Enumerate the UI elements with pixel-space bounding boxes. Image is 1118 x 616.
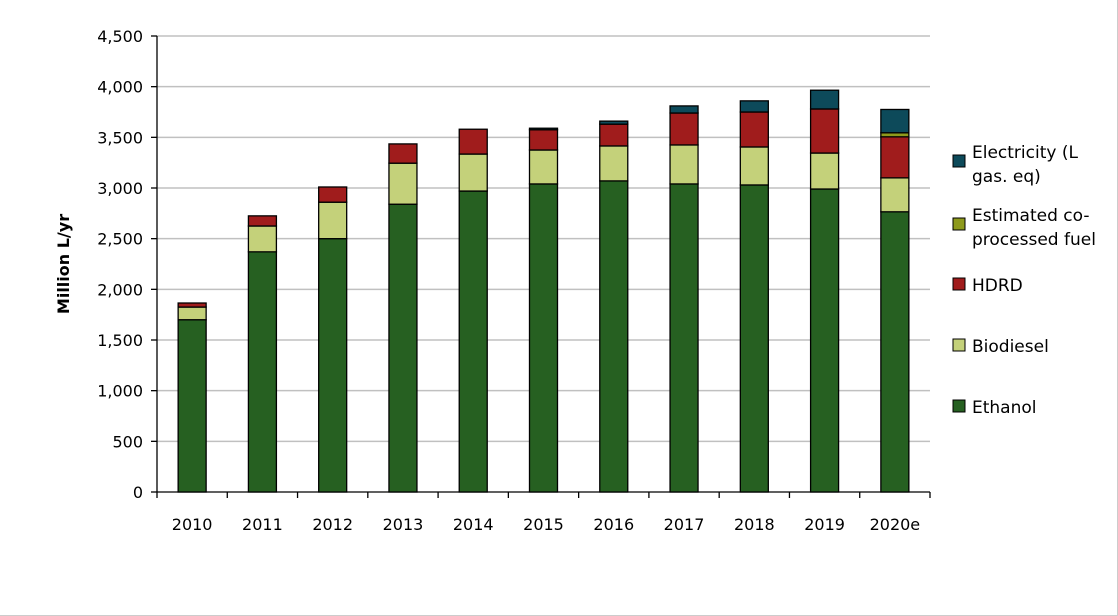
bar-segment-biodiesel: [458, 153, 488, 192]
bar-segment-ethanol: [177, 319, 207, 493]
legend-swatch: [952, 338, 966, 352]
x-tick-label: 2018: [734, 515, 775, 534]
bar-segment-hdrd: [599, 123, 629, 147]
bar-segment-hdrd: [318, 186, 348, 203]
legend-swatch: [952, 277, 966, 291]
bar-segment-electricity-l-gas-eq-: [809, 89, 840, 110]
bar-segment-biodiesel: [739, 146, 769, 186]
bar-segment-hdrd: [809, 108, 840, 154]
y-tick-label: 3,000: [97, 179, 143, 198]
x-tick-label: 2016: [593, 515, 634, 534]
bar-segment-biodiesel: [880, 177, 910, 213]
bar-segment-biodiesel: [177, 306, 207, 321]
bar-segment-hdrd: [528, 129, 559, 151]
legend-label: Estimated co-: [972, 206, 1089, 226]
y-tick-label: 4,500: [97, 27, 143, 46]
bar-segment-ethanol: [528, 183, 559, 493]
bar-segment-biodiesel: [388, 162, 418, 205]
bar-segment-ethanol: [247, 251, 278, 493]
y-tick-label: 500: [112, 432, 143, 451]
y-tick-label: 2,000: [97, 280, 143, 299]
bar-segment-hdrd: [669, 112, 699, 146]
bar-segment-biodiesel: [318, 201, 348, 240]
x-tick-label: 2011: [242, 515, 283, 534]
bar-segment-electricity-l-gas-eq-: [739, 100, 769, 113]
legend-label: processed fuel: [972, 230, 1096, 250]
x-tick-label: 2010: [172, 515, 213, 534]
y-axis-label: Million L/yr: [54, 214, 73, 314]
bar-segment-ethanol: [318, 238, 348, 493]
bar-segment-biodiesel: [669, 144, 699, 185]
bar-segment-biodiesel: [809, 152, 840, 190]
x-tick-label: 2019: [804, 515, 845, 534]
bar-segment-ethanol: [458, 190, 488, 493]
y-tick-label: 0: [133, 483, 143, 502]
legend-swatch: [952, 399, 966, 413]
bar-segment-ethanol: [880, 211, 910, 493]
x-tick-label: 2013: [383, 515, 424, 534]
bar-segment-electricity-l-gas-eq-: [528, 127, 559, 131]
y-tick-label: 1,000: [97, 382, 143, 401]
x-tick-label: 2017: [664, 515, 705, 534]
bar-segment-biodiesel: [528, 149, 559, 185]
bar-segment-biodiesel: [247, 225, 278, 253]
y-tick-label: 4,000: [97, 78, 143, 97]
x-tick-label: 2015: [523, 515, 564, 534]
bar-segment-electricity-l-gas-eq-: [880, 108, 910, 134]
bar-segment-electricity-l-gas-eq-: [599, 120, 629, 125]
bar-segment-hdrd: [880, 136, 910, 179]
bar-segment-electricity-l-gas-eq-: [669, 105, 699, 114]
x-tick-label: 2014: [453, 515, 494, 534]
legend-label: Ethanol: [972, 398, 1037, 418]
legend-label: Biodiesel: [972, 337, 1049, 357]
bar-segment-ethanol: [599, 180, 629, 493]
x-tick-label: 2012: [312, 515, 353, 534]
bar-segment-ethanol: [669, 183, 699, 493]
bar-segment-hdrd: [388, 143, 418, 164]
bar-segment-hdrd: [458, 128, 488, 155]
legend-swatch: [952, 154, 966, 168]
bar-segment-hdrd: [739, 111, 769, 148]
x-tick-label: 2020e: [870, 515, 921, 534]
bar-segment-ethanol: [809, 188, 840, 493]
bar-segment-hdrd: [247, 215, 278, 227]
y-tick-label: 2,500: [97, 230, 143, 249]
legend-label: Electricity (L: [972, 143, 1078, 163]
legend-label: gas. eq): [972, 167, 1041, 187]
bar-segment-ethanol: [739, 184, 769, 493]
bar-segment-ethanol: [388, 203, 418, 493]
legend-label: HDRD: [972, 276, 1023, 296]
y-tick-label: 3,500: [97, 128, 143, 147]
bar-segment-biodiesel: [599, 145, 629, 182]
legend-swatch: [952, 217, 966, 231]
bar-segment-hdrd: [177, 302, 207, 308]
y-tick-label: 1,500: [97, 331, 143, 350]
